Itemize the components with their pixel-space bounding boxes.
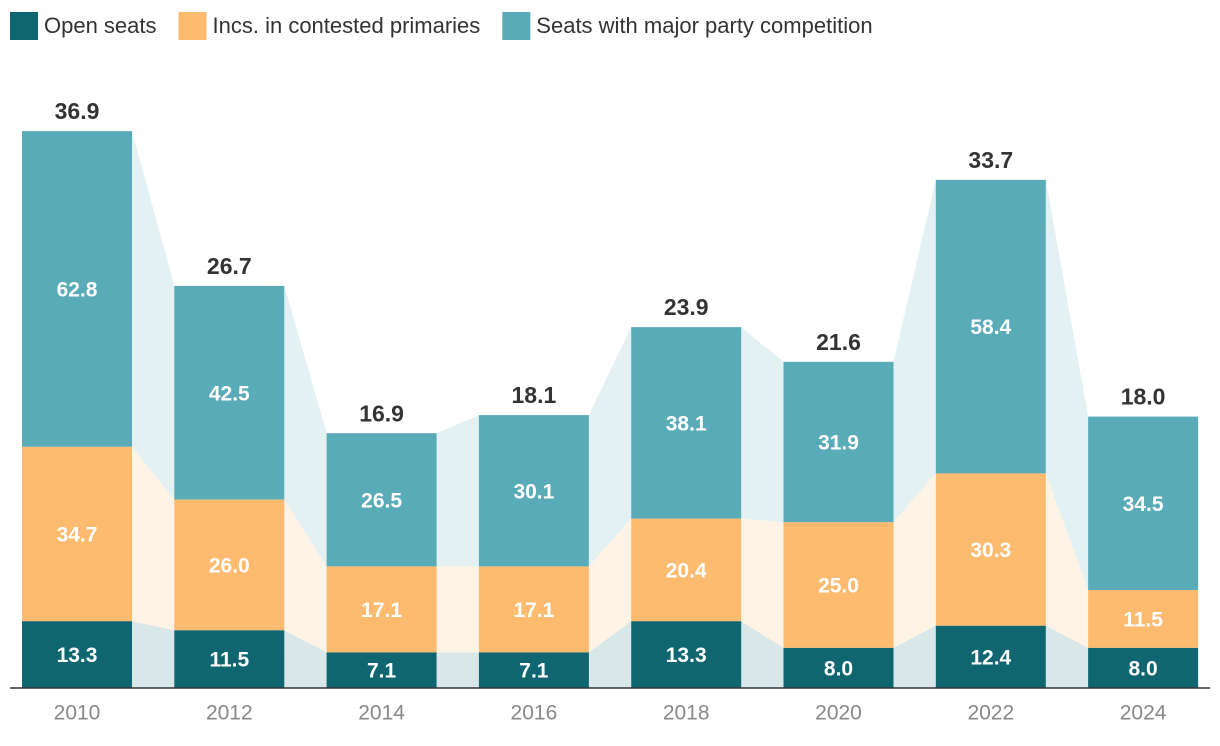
segment-label: 30.1 (513, 480, 554, 503)
connector (741, 621, 784, 688)
legend-swatch (178, 12, 207, 40)
connector (132, 131, 175, 500)
connector (893, 179, 936, 523)
x-tick-label: 2020 (815, 702, 862, 725)
segment-label: 20.4 (666, 559, 707, 582)
segment-label: 7.1 (519, 660, 549, 683)
bar-segment (631, 621, 742, 688)
connector (284, 499, 327, 653)
bar-segment (783, 647, 894, 688)
bar-segment (326, 433, 437, 567)
connector (436, 415, 479, 567)
total-label: 21.6 (816, 329, 861, 355)
segment-label: 8.0 (824, 657, 853, 680)
total-label: 26.7 (207, 253, 252, 279)
segment-label: 38.1 (666, 412, 707, 435)
segment-label: 17.1 (361, 599, 402, 622)
bar-segment (22, 446, 132, 622)
legend-swatch (502, 12, 531, 40)
connector (893, 625, 936, 688)
legend-swatch (10, 12, 38, 40)
segment-label: 13.3 (666, 644, 707, 667)
bar-segment (22, 131, 132, 447)
total-label: 16.9 (359, 400, 404, 426)
legend-label: Incs. in contested primaries (213, 13, 481, 38)
segment-label: 31.9 (818, 432, 859, 455)
bar-segment (22, 621, 132, 688)
x-tick-label: 2010 (54, 702, 101, 725)
segment-label: 34.7 (57, 523, 98, 546)
bar-segment (326, 652, 437, 688)
segment-label: 7.1 (367, 660, 397, 683)
x-tick-label: 2016 (511, 702, 558, 725)
bar-segment (1088, 589, 1199, 648)
bar-segment (783, 361, 894, 523)
segment-label: 11.5 (209, 649, 249, 672)
total-label: 18.0 (1121, 384, 1166, 410)
bar-segment (1088, 647, 1199, 688)
bar-segment (631, 327, 742, 519)
x-tick-label: 2012 (206, 702, 253, 725)
segment-label: 26.5 (361, 489, 402, 512)
segment-label: 8.0 (1128, 657, 1157, 680)
connector (284, 630, 327, 688)
segment-label: 62.8 (57, 278, 98, 301)
connector (436, 566, 479, 653)
connector (1045, 625, 1089, 688)
bar-segment (174, 285, 285, 500)
connector (588, 621, 632, 688)
connector (132, 446, 175, 631)
connector (741, 327, 784, 523)
segment-label: 13.3 (57, 644, 98, 667)
connector (1045, 473, 1089, 648)
connector (132, 621, 175, 688)
total-label: 18.1 (512, 382, 557, 408)
bar-segment (478, 415, 589, 567)
connector (741, 518, 784, 648)
segment-label: 25.0 (818, 575, 859, 598)
connector (588, 327, 632, 567)
connector (1045, 179, 1089, 590)
segment-label: 11.5 (1123, 608, 1163, 631)
total-label: 36.9 (55, 98, 100, 124)
bar-segment (478, 566, 589, 653)
connector (588, 518, 632, 653)
connector (284, 285, 327, 567)
bar-segment (478, 652, 589, 688)
connector (436, 652, 479, 688)
x-tick-label: 2018 (663, 702, 710, 725)
bar-segment (935, 625, 1046, 688)
bar-segment (935, 179, 1046, 474)
segment-label: 12.4 (970, 646, 1011, 669)
total-label: 23.9 (664, 294, 709, 320)
bar-segment (174, 499, 285, 631)
segment-label: 17.1 (513, 599, 554, 622)
connector (893, 473, 936, 648)
total-label: 33.7 (968, 147, 1013, 173)
segment-label: 42.5 (209, 382, 250, 405)
bar-segment (935, 473, 1046, 626)
x-tick-label: 2014 (358, 702, 405, 725)
bar-segment (1088, 416, 1199, 590)
segment-label: 34.5 (1123, 493, 1164, 516)
segment-label: 30.3 (970, 539, 1011, 562)
bar-segment (631, 518, 742, 622)
bar-segment (783, 522, 894, 648)
bar-segment (326, 566, 437, 653)
segment-label: 26.0 (209, 554, 250, 577)
legend-label: Open seats (44, 13, 157, 38)
bar-segment (174, 630, 285, 688)
legend-label: Seats with major party competition (536, 13, 872, 38)
x-tick-label: 2022 (967, 702, 1014, 725)
x-tick-label: 2024 (1120, 702, 1167, 725)
segment-label: 58.4 (970, 316, 1011, 339)
